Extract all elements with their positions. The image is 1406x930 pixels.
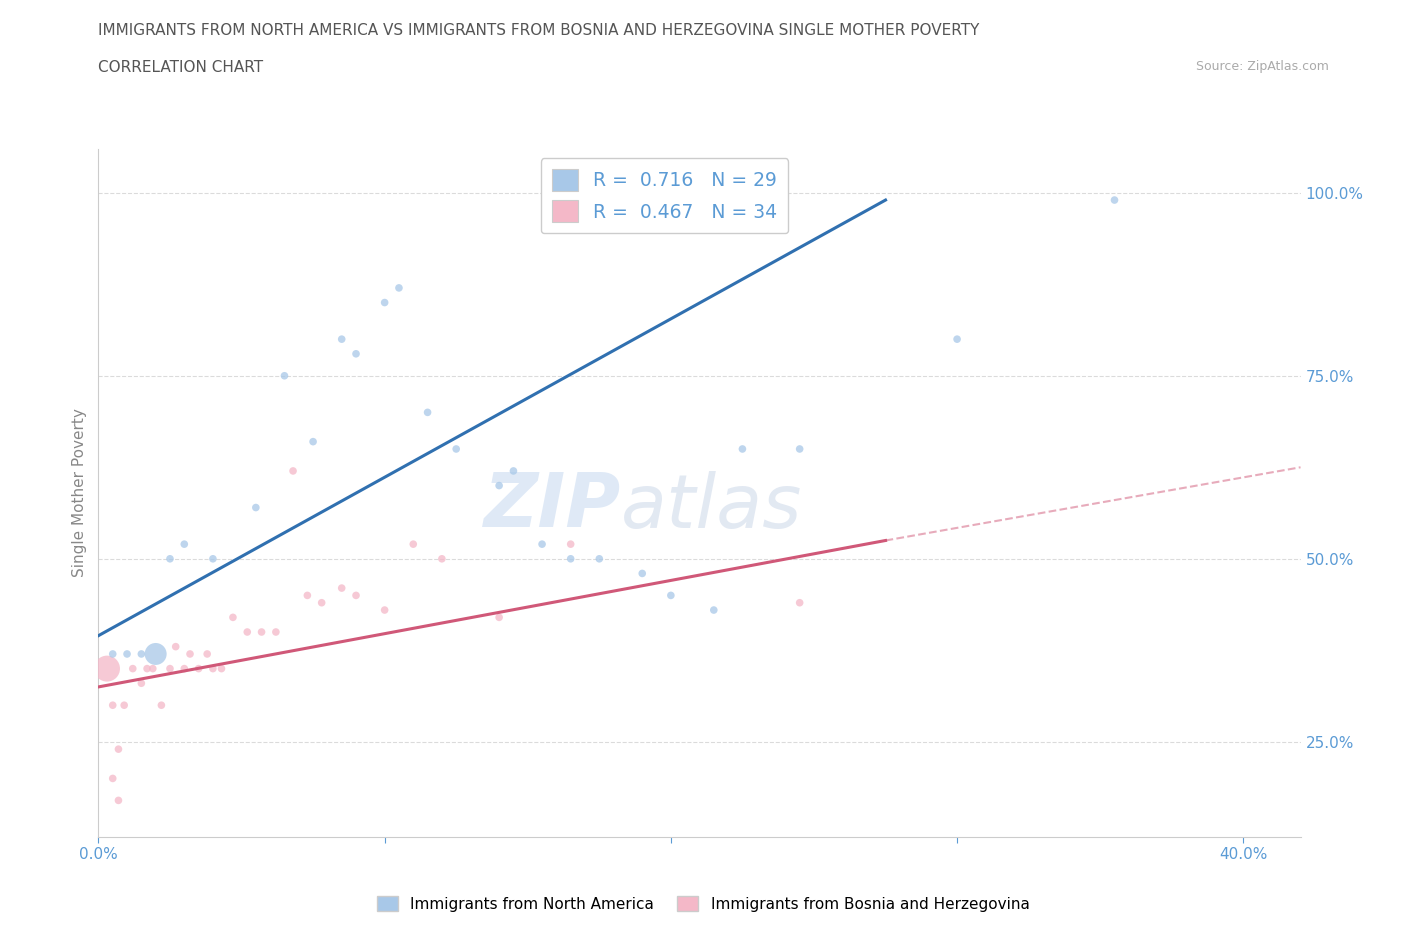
Point <box>560 537 582 551</box>
Point <box>588 551 610 566</box>
Point <box>344 346 367 361</box>
Point <box>402 537 425 551</box>
Point <box>731 442 754 457</box>
Point <box>245 500 267 515</box>
Point <box>703 603 725 618</box>
Point <box>344 588 367 603</box>
Point <box>159 551 181 566</box>
Point <box>101 771 124 786</box>
Point <box>195 646 218 661</box>
Point <box>502 463 524 478</box>
Point <box>444 442 467 457</box>
Point <box>136 661 159 676</box>
Point <box>631 566 654 581</box>
Legend: R =  0.716   N = 29, R =  0.467   N = 34: R = 0.716 N = 29, R = 0.467 N = 34 <box>540 158 789 233</box>
Text: CORRELATION CHART: CORRELATION CHART <box>98 60 263 75</box>
Point <box>297 588 319 603</box>
Point <box>330 580 353 595</box>
Point <box>101 646 124 661</box>
Point <box>789 442 811 457</box>
Point <box>374 603 396 618</box>
Point <box>250 625 273 640</box>
Point <box>187 661 209 676</box>
Point <box>165 639 187 654</box>
Point <box>273 368 295 383</box>
Y-axis label: Single Mother Poverty: Single Mother Poverty <box>72 408 87 578</box>
Point <box>115 646 138 661</box>
Point <box>107 793 129 808</box>
Point <box>946 332 969 347</box>
Point <box>430 551 453 566</box>
Point <box>488 478 510 493</box>
Point <box>96 661 118 676</box>
Point <box>201 551 224 566</box>
Point <box>531 537 554 551</box>
Point <box>330 332 353 347</box>
Point <box>179 646 201 661</box>
Point <box>201 661 224 676</box>
Point <box>560 551 582 566</box>
Point <box>101 698 124 712</box>
Point <box>159 661 181 676</box>
Point <box>145 646 167 661</box>
Point <box>311 595 333 610</box>
Text: Source: ZipAtlas.com: Source: ZipAtlas.com <box>1195 60 1329 73</box>
Point <box>107 742 129 757</box>
Legend: Immigrants from North America, Immigrants from Bosnia and Herzegovina: Immigrants from North America, Immigrant… <box>370 889 1036 918</box>
Point <box>281 463 304 478</box>
Point <box>1104 193 1126 207</box>
Point <box>416 405 439 419</box>
Point <box>142 661 165 676</box>
Text: IMMIGRANTS FROM NORTH AMERICA VS IMMIGRANTS FROM BOSNIA AND HERZEGOVINA SINGLE M: IMMIGRANTS FROM NORTH AMERICA VS IMMIGRA… <box>98 23 980 38</box>
Point <box>173 661 195 676</box>
Point <box>236 625 259 640</box>
Point <box>659 588 682 603</box>
Point <box>302 434 325 449</box>
Point <box>131 676 153 691</box>
Point <box>388 281 411 296</box>
Text: atlas: atlas <box>621 471 803 543</box>
Point <box>131 646 153 661</box>
Point <box>264 625 287 640</box>
Point <box>121 661 143 676</box>
Text: ZIP: ZIP <box>484 471 621 543</box>
Point <box>789 595 811 610</box>
Point <box>488 610 510 625</box>
Point <box>173 537 195 551</box>
Point <box>222 610 245 625</box>
Point <box>211 661 233 676</box>
Point <box>374 295 396 310</box>
Point <box>112 698 135 712</box>
Point <box>150 698 173 712</box>
